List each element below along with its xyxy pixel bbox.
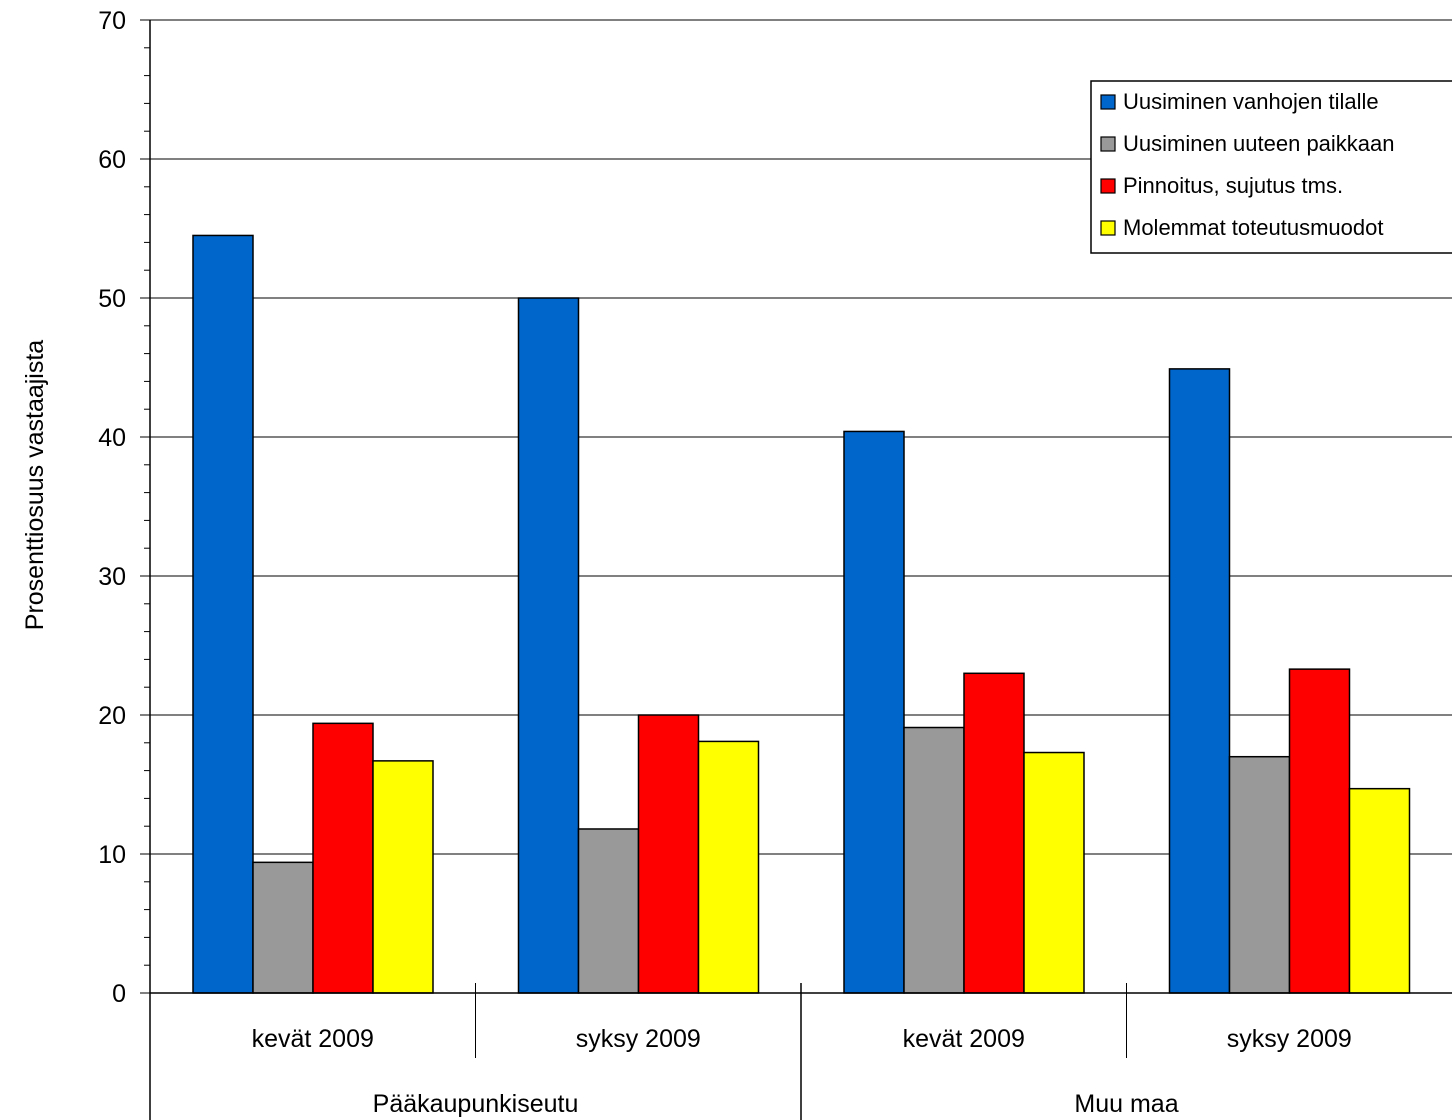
bar — [843, 430, 905, 994]
axes — [140, 19, 1452, 1120]
group-label: Muu maa — [1074, 1090, 1178, 1118]
bar — [372, 760, 434, 994]
bar — [1168, 368, 1231, 994]
bar — [697, 740, 760, 994]
bar — [517, 297, 580, 994]
y-tick-label: 10 — [98, 841, 126, 869]
y-tick-label: 20 — [98, 702, 126, 730]
y-tick-label: 30 — [98, 563, 126, 591]
legend-swatch — [1100, 178, 1116, 194]
legend-swatch — [1100, 94, 1116, 110]
category-label: syksy 2009 — [576, 1025, 701, 1053]
legend-label: Pinnoitus, sujutus tms. — [1123, 173, 1343, 198]
y-axis-label: Prosenttiosuus vastaajista — [21, 340, 49, 631]
bar — [1228, 755, 1291, 994]
bar — [192, 234, 254, 994]
y-tick-label: 70 — [98, 7, 126, 35]
bar — [312, 722, 374, 994]
bars — [192, 234, 1411, 994]
gridlines — [150, 19, 1452, 855]
bar — [1348, 787, 1411, 994]
legend-swatch — [1100, 220, 1116, 236]
x-axis-labels: kevät 2009 syksy 2009 Pääkaupunkiseutu kevä… — [252, 1025, 1352, 1118]
bar — [963, 672, 1025, 994]
bar — [252, 861, 314, 994]
bar — [903, 726, 965, 994]
bar — [1288, 668, 1351, 994]
y-tick-label: 40 — [98, 424, 126, 452]
bar — [577, 828, 640, 994]
y-tick-label: 60 — [98, 146, 126, 174]
y-tick-label: 0 — [112, 980, 126, 1008]
legend: Uusiminen vanhojen tilalle Uusiminen uute… — [1090, 80, 1452, 254]
category-label: kevät 2009 — [903, 1025, 1025, 1053]
group-label: Pääkaupunkiseutu — [373, 1090, 579, 1118]
y-tick-label: 50 — [98, 285, 126, 313]
category-label: syksy 2009 — [1227, 1025, 1352, 1053]
legend-label: Uusiminen uuteen paikkaan — [1123, 131, 1395, 156]
category-label: kevät 2009 — [252, 1025, 374, 1053]
legend-label: Uusiminen vanhojen tilalle — [1123, 89, 1379, 114]
bar — [637, 714, 700, 994]
legend-label: Molemmat toteutusmuodot — [1123, 215, 1383, 240]
legend-box — [1090, 80, 1452, 254]
legend-swatch — [1100, 136, 1116, 152]
y-tick-labels: 0 10 20 30 40 50 60 70 — [98, 7, 126, 1008]
bar — [1023, 751, 1085, 994]
